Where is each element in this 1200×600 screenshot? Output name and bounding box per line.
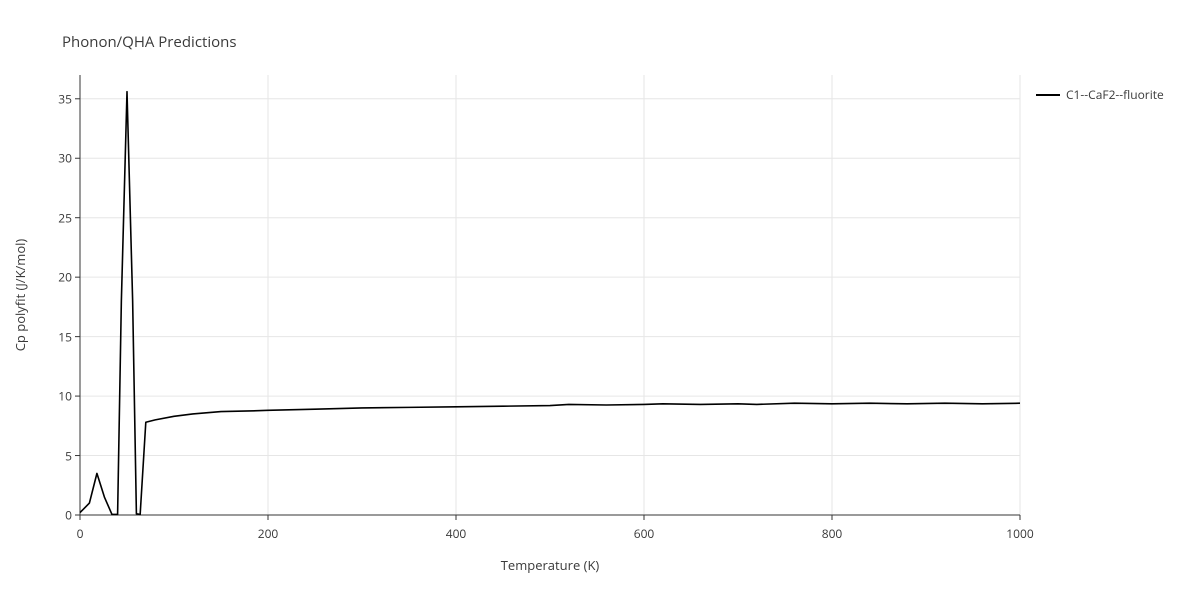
x-tick-label: 0 — [77, 525, 84, 542]
y-tick-label: 35 — [42, 90, 72, 107]
x-tick-label: 400 — [446, 525, 467, 542]
y-tick-label: 0 — [42, 507, 72, 524]
y-axis-label: Cp polyfit (J/K/mol) — [11, 239, 29, 352]
y-tick-label: 5 — [42, 447, 72, 464]
chart-container: Phonon/QHA Predictions Cp polyfit (J/K/m… — [0, 0, 1200, 600]
plot-area[interactable] — [80, 75, 1020, 515]
legend-label: C1--CaF2--fluorite — [1066, 86, 1164, 103]
legend-swatch — [1036, 94, 1060, 96]
legend: C1--CaF2--fluorite — [1036, 86, 1164, 103]
plot-svg — [74, 75, 1021, 522]
y-tick-label: 30 — [42, 150, 72, 167]
x-tick-label: 200 — [258, 525, 279, 542]
y-tick-label: 10 — [42, 388, 72, 405]
x-tick-label: 1000 — [1006, 525, 1033, 542]
y-tick-label: 15 — [42, 328, 72, 345]
y-tick-label: 25 — [42, 209, 72, 226]
chart-title: Phonon/QHA Predictions — [62, 32, 237, 52]
x-tick-label: 800 — [822, 525, 843, 542]
x-tick-label: 600 — [634, 525, 655, 542]
x-axis-label: Temperature (K) — [501, 556, 600, 574]
y-tick-label: 20 — [42, 269, 72, 286]
